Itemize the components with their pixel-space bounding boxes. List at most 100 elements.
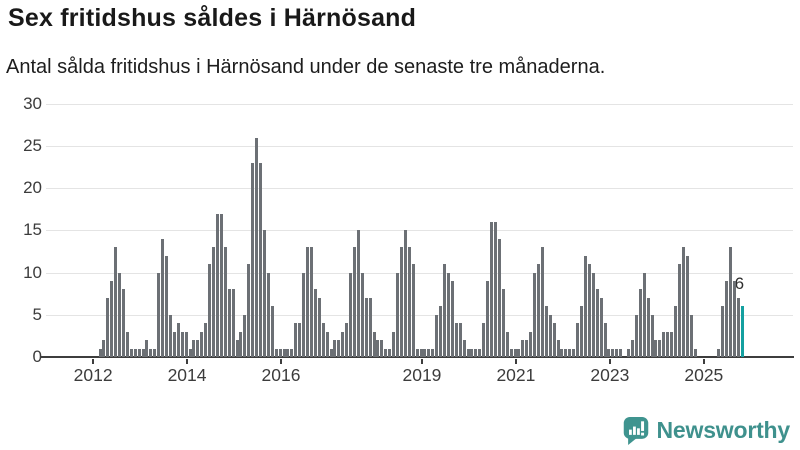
bar xyxy=(443,264,447,357)
gridline xyxy=(46,272,793,274)
bar xyxy=(689,314,693,357)
bar xyxy=(674,306,678,357)
bar xyxy=(372,331,376,357)
x-tick-label: 2021 xyxy=(496,365,536,385)
bar xyxy=(435,314,439,357)
x-tick-label: 2019 xyxy=(402,365,442,385)
gridline xyxy=(46,103,793,105)
bar xyxy=(638,289,642,357)
bar xyxy=(266,272,270,357)
bar xyxy=(677,264,681,357)
bar xyxy=(306,247,309,357)
bar xyxy=(184,331,188,357)
bar xyxy=(212,247,216,357)
bar xyxy=(607,348,611,357)
y-tick-label: 15 xyxy=(23,220,42,240)
bar xyxy=(540,247,544,357)
bar xyxy=(102,340,106,357)
bar xyxy=(325,331,329,357)
newsworthy-logo-icon xyxy=(623,416,648,445)
bar xyxy=(611,348,615,357)
x-tick xyxy=(702,358,705,364)
newsworthy-logo: Newsworthy xyxy=(622,414,790,446)
bar xyxy=(337,340,341,357)
bar xyxy=(262,230,266,357)
bar xyxy=(137,348,141,357)
bar xyxy=(666,331,670,357)
bar xyxy=(470,348,474,357)
bar xyxy=(576,323,580,357)
y-tick-label: 30 xyxy=(23,93,42,113)
bar xyxy=(560,348,564,357)
bar xyxy=(235,340,239,357)
bar xyxy=(564,348,568,357)
bar xyxy=(482,323,486,357)
bar xyxy=(399,247,403,357)
x-tick-label: 2016 xyxy=(261,365,301,385)
highlight-bar xyxy=(740,306,744,357)
bar xyxy=(384,348,388,357)
gridline xyxy=(46,314,793,316)
bar xyxy=(145,340,149,357)
y-tick-label: 10 xyxy=(23,262,42,282)
bar xyxy=(259,162,263,357)
bar xyxy=(505,331,509,357)
bar xyxy=(192,340,196,357)
bar xyxy=(474,348,478,357)
bar xyxy=(215,213,219,357)
bar xyxy=(392,331,396,357)
bar xyxy=(274,348,278,357)
bar xyxy=(341,331,345,357)
bar xyxy=(533,272,537,357)
x-axis-line xyxy=(40,356,794,359)
bar xyxy=(525,340,529,357)
bar xyxy=(133,348,137,357)
bar xyxy=(583,255,587,357)
bar xyxy=(106,297,110,357)
bar xyxy=(110,281,114,357)
bar xyxy=(321,323,325,357)
bar xyxy=(345,323,349,357)
x-tick-label: 2023 xyxy=(590,365,630,385)
bar xyxy=(595,289,599,357)
bar xyxy=(517,348,521,357)
bar xyxy=(486,281,490,357)
bar xyxy=(462,340,466,357)
bar xyxy=(501,289,505,357)
bar xyxy=(509,348,513,357)
bar xyxy=(98,348,102,357)
bar xyxy=(364,297,368,357)
bar xyxy=(450,281,454,357)
x-tick xyxy=(608,358,611,364)
bar xyxy=(333,340,337,357)
bar xyxy=(204,323,208,357)
bar xyxy=(630,340,634,357)
bar xyxy=(662,331,666,357)
bar xyxy=(376,340,380,357)
bar xyxy=(396,272,400,357)
bar xyxy=(580,306,584,357)
gridline xyxy=(46,230,793,232)
x-tick xyxy=(514,358,517,364)
x-tick-label: 2012 xyxy=(73,365,113,385)
bar xyxy=(513,348,517,357)
bar xyxy=(490,221,493,357)
bar xyxy=(521,340,525,357)
x-tick-label: 2014 xyxy=(167,365,207,385)
bar xyxy=(419,348,423,357)
y-tick-label: 25 xyxy=(23,136,42,155)
bar xyxy=(544,306,548,357)
bar xyxy=(168,314,172,357)
bar xyxy=(176,323,180,357)
bar xyxy=(118,272,122,357)
bar xyxy=(329,348,333,357)
bar xyxy=(149,348,153,357)
bar xyxy=(529,331,533,357)
bar xyxy=(446,272,450,357)
bar xyxy=(556,340,560,357)
bar xyxy=(407,247,411,357)
bar xyxy=(591,272,595,357)
bar xyxy=(423,348,427,357)
bar xyxy=(313,289,317,357)
